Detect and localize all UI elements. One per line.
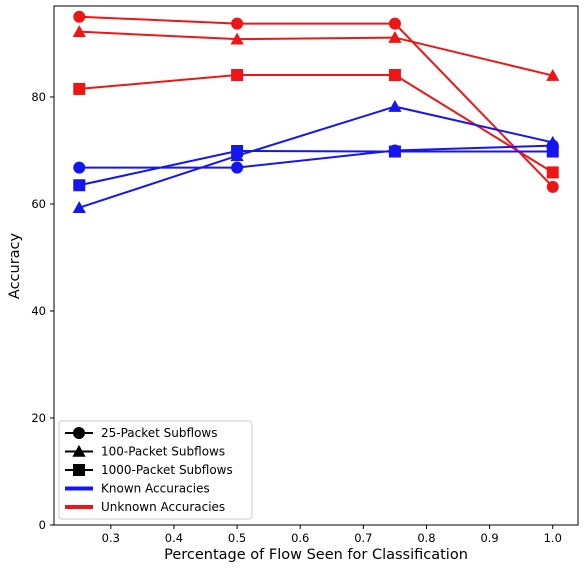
data-point-marker xyxy=(231,17,244,30)
data-point-marker xyxy=(231,161,244,174)
x-tick-label: 0.4 xyxy=(165,531,183,545)
data-point-marker xyxy=(388,69,401,82)
data-point-marker xyxy=(388,99,402,112)
legend-item: Unknown Accuracies xyxy=(65,500,225,514)
y-tick-label: 40 xyxy=(31,304,46,318)
data-point-marker xyxy=(73,82,86,95)
data-point-marker xyxy=(388,30,402,43)
data-point-marker xyxy=(73,161,86,174)
x-tick-label: 0.3 xyxy=(102,531,120,545)
y-tick-label: 20 xyxy=(31,411,46,425)
data-point-marker xyxy=(73,10,86,23)
legend-item: 100-Packet Subflows xyxy=(65,445,225,459)
legend-label: Unknown Accuracies xyxy=(101,500,225,514)
y-tick-label: 60 xyxy=(31,197,46,211)
series-line xyxy=(79,144,553,169)
data-point-marker xyxy=(546,135,560,148)
data-point-marker xyxy=(72,25,86,37)
series-line xyxy=(79,30,553,77)
series-known-circle xyxy=(73,139,559,174)
legend-marker-swatch xyxy=(73,464,85,476)
legend-label: 1000-Packet Subflows xyxy=(101,463,233,477)
data-point-marker xyxy=(546,145,559,158)
series-unknown-square xyxy=(73,69,559,179)
series-layer xyxy=(72,10,560,213)
legend-item: 1000-Packet Subflows xyxy=(65,463,233,477)
data-point-marker xyxy=(388,145,401,158)
legend-item: 25-Packet Subflows xyxy=(65,426,217,440)
data-point-marker xyxy=(231,144,244,157)
x-tick-label: 0.7 xyxy=(354,531,372,545)
y-axis-label: Accuracy xyxy=(7,232,23,299)
data-point-marker xyxy=(546,68,560,81)
data-point-marker xyxy=(231,69,244,82)
data-point-marker xyxy=(388,17,401,30)
legend-label: Known Accuracies xyxy=(101,482,210,496)
series-unknown-triangle xyxy=(72,25,560,81)
legend-box xyxy=(58,420,253,520)
legend-item: Known Accuracies xyxy=(65,482,210,496)
x-tick-label: 0.5 xyxy=(228,531,246,545)
x-tick-label: 0.9 xyxy=(480,531,498,545)
x-axis-label: Percentage of Flow Seen for Classificati… xyxy=(164,547,468,563)
legend: 25-Packet Subflows 100-Packet Subflows 100… xyxy=(58,420,253,520)
data-point-marker xyxy=(546,166,559,179)
series-line xyxy=(79,15,554,188)
data-point-marker xyxy=(546,180,559,193)
data-point-marker xyxy=(73,179,86,192)
x-tick-label: 1.0 xyxy=(544,531,562,545)
legend-marker-swatch xyxy=(72,444,86,457)
series-line xyxy=(79,74,554,174)
series-known-square xyxy=(73,144,559,192)
x-tick-label: 0.6 xyxy=(291,531,309,545)
series-line xyxy=(78,105,553,209)
series-known-triangle xyxy=(72,99,560,213)
series-line xyxy=(79,149,553,187)
data-point-marker xyxy=(72,201,86,213)
plot-frame xyxy=(53,5,579,526)
data-point-marker xyxy=(230,32,244,45)
x-axis: 0.3 0.4 0.5 0.6 0.7 0.8 0.9 1.0 xyxy=(102,525,562,545)
x-tick-label: 0.8 xyxy=(417,531,435,545)
y-tick-label: 0 xyxy=(39,518,46,532)
legend-label: 25-Packet Subflows xyxy=(101,426,217,440)
legend-marker-swatch xyxy=(73,427,85,439)
y-tick-label: 80 xyxy=(31,90,46,104)
series-unknown-circle xyxy=(73,10,559,193)
y-axis: 0 20 40 60 80 xyxy=(31,90,54,532)
legend-label: 100-Packet Subflows xyxy=(101,445,225,459)
